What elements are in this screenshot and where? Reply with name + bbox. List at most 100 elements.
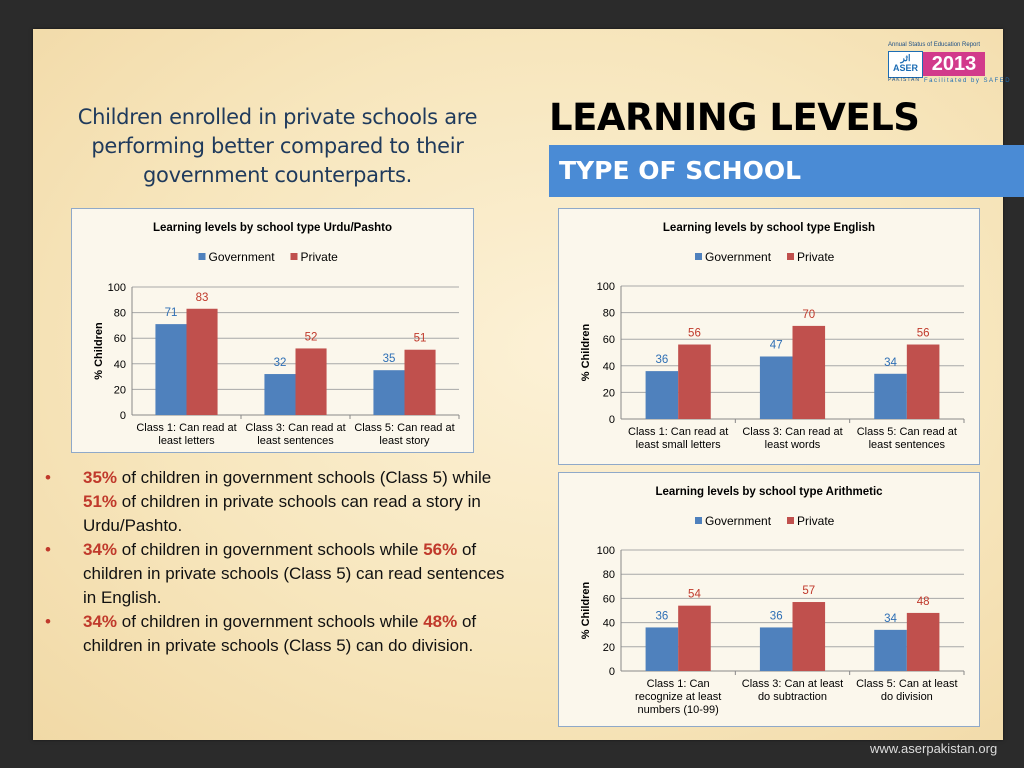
x-tick-label-line: least sentences xyxy=(257,435,334,447)
bar xyxy=(404,349,436,415)
legend-label: Government xyxy=(705,250,772,264)
data-label: 51 xyxy=(414,333,427,345)
bar xyxy=(792,325,826,419)
x-tick-label-line: Class 5: Can read at xyxy=(857,426,957,438)
bar xyxy=(264,374,296,415)
x-tick-label: Class 3: Can read at least sentences xyxy=(245,422,345,447)
logo-top-text: Annual Status of Education Report xyxy=(888,42,981,48)
y-tick-label: 100 xyxy=(597,281,615,293)
x-tick-label-line: Class 3: Can read at xyxy=(742,426,842,438)
legend-label: Private xyxy=(797,514,835,528)
x-tick-label-line: do subtraction xyxy=(758,691,827,703)
subtitle: TYPE OF SCHOOL xyxy=(559,156,802,185)
chart-title: Learning levels by school type English xyxy=(663,222,875,234)
data-label: 52 xyxy=(305,331,318,343)
data-label: 36 xyxy=(655,354,668,366)
y-tick-label: 100 xyxy=(108,282,126,294)
finding-pvt-pct: 51% xyxy=(83,492,118,511)
findings-list: • 35% of children in government schools (… xyxy=(45,466,515,658)
x-tick-label: Class 5: Can read at least sentences xyxy=(857,426,957,451)
finding-text: of children in government schools while xyxy=(117,612,424,631)
x-tick-label-line: least letters xyxy=(158,435,215,447)
bar xyxy=(874,629,907,671)
legend-swatch xyxy=(695,253,702,260)
logo-country: PAKISTAN xyxy=(888,77,920,83)
intro-text: Children enrolled in private schools are… xyxy=(77,105,478,187)
finding-text: of children in government schools (Class… xyxy=(117,468,492,487)
bullet-marker: • xyxy=(45,468,51,487)
data-label: 48 xyxy=(917,596,930,608)
bar xyxy=(906,344,940,419)
x-tick-label-line: least sentences xyxy=(869,439,946,451)
bar xyxy=(759,356,793,419)
x-tick-label-line: Class 3: Can read at xyxy=(245,422,345,434)
x-tick-label: Class 3: Can at least do subtraction xyxy=(742,678,844,703)
finding-gov-pct: 35% xyxy=(83,468,118,487)
bar xyxy=(155,324,187,415)
logo-aser-word: ASER xyxy=(892,63,918,73)
bar xyxy=(874,373,907,419)
legend-label: Private xyxy=(301,250,339,264)
chart-urdu-pashto: Learning levels by school type Urdu/Pash… xyxy=(71,208,474,453)
x-tick-label: Class 1: Can recognize at least numbers (1… xyxy=(635,678,721,716)
bar xyxy=(373,370,405,415)
data-label: 35 xyxy=(383,353,396,365)
data-label: 56 xyxy=(688,328,701,340)
y-tick-label: 40 xyxy=(114,359,126,371)
finding-text: of children in private schools (Class 5)… xyxy=(83,540,505,607)
y-tick-label: 40 xyxy=(603,618,615,630)
y-tick-label: 60 xyxy=(603,593,615,605)
y-tick-label: 80 xyxy=(114,308,126,320)
y-tick-label: 40 xyxy=(603,361,615,373)
logo-facilitated: Facilitated by SAFED xyxy=(924,78,1012,84)
x-tick-label-line: numbers (10-99) xyxy=(638,704,719,716)
y-tick-label: 0 xyxy=(609,666,615,678)
x-tick-label-line: least words xyxy=(765,439,821,451)
chart-svg: Learning levels by school type English Go… xyxy=(580,222,965,451)
finding-gov-pct: 34% xyxy=(83,612,118,631)
legend-label: Government xyxy=(209,250,276,264)
legend-swatch xyxy=(198,253,206,260)
data-label: 70 xyxy=(802,309,815,321)
page-title: LEARNING LEVELS xyxy=(549,96,920,139)
logo-year: 2013 xyxy=(923,52,985,76)
x-tick-label-line: recognize at least xyxy=(635,691,721,703)
bar xyxy=(645,627,679,671)
bar xyxy=(759,627,793,671)
x-tick-label-line: Class 1: Can read at xyxy=(628,426,728,438)
y-tick-label: 100 xyxy=(597,545,615,557)
x-tick-label-line: Class 5: Can at least xyxy=(856,678,958,690)
y-tick-label: 80 xyxy=(603,308,615,320)
y-tick-label: 20 xyxy=(603,387,615,399)
subtitle-bar: TYPE OF SCHOOL xyxy=(549,145,1024,197)
chart-title: Learning levels by school type Arithmeti… xyxy=(655,486,883,498)
data-label: 83 xyxy=(196,292,209,304)
legend-swatch xyxy=(787,517,794,524)
data-label: 71 xyxy=(165,307,178,319)
chart-arithmetic: Learning levels by school type Arithmeti… xyxy=(558,472,980,727)
finding-pvt-pct: 56% xyxy=(423,540,458,559)
legend-label: Private xyxy=(797,250,835,264)
x-tick-label-line: do division xyxy=(881,691,933,703)
x-tick-label: Class 1: Can read at least letters xyxy=(136,422,236,447)
chart-english: Learning levels by school type English Go… xyxy=(558,208,980,465)
data-label: 34 xyxy=(884,613,897,625)
data-label: 47 xyxy=(770,339,783,351)
bullet-marker: • xyxy=(45,612,51,631)
bar xyxy=(295,348,327,415)
data-label: 36 xyxy=(655,610,668,622)
finding-text: of children in government schools while xyxy=(117,540,424,559)
x-tick-label-line: Class 3: Can at least xyxy=(742,678,844,690)
y-axis-label: % Children xyxy=(580,581,592,639)
finding-pvt-pct: 48% xyxy=(423,612,458,631)
finding-gov-pct: 34% xyxy=(83,540,118,559)
finding-item: • 34% of children in government schools w… xyxy=(45,538,515,610)
data-label: 54 xyxy=(688,589,701,601)
y-tick-label: 20 xyxy=(114,384,126,396)
bar xyxy=(678,605,711,671)
bullet-marker: • xyxy=(45,540,51,559)
chart-svg: Learning levels by school type Arithmeti… xyxy=(580,486,965,716)
legend-swatch xyxy=(695,517,702,524)
y-tick-label: 80 xyxy=(603,569,615,581)
footer-url: www.aserpakistan.org xyxy=(870,741,998,756)
